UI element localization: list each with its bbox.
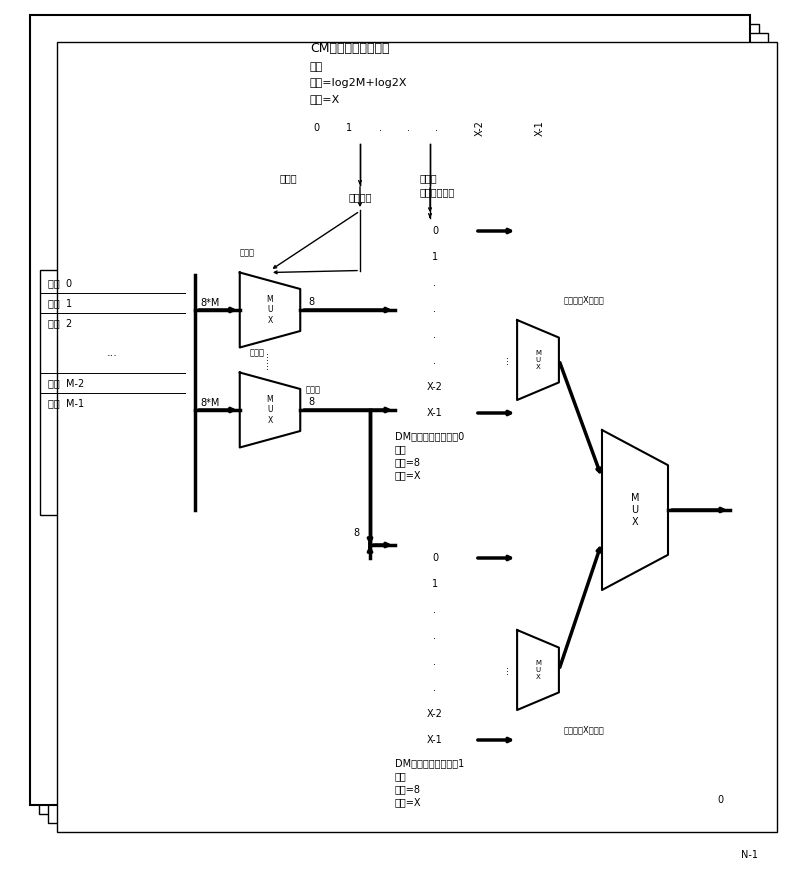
Bar	[395, 374, 475, 400]
Text: .: .	[434, 605, 437, 615]
Text: N-1: N-1	[742, 850, 758, 860]
Text: ...: ...	[107, 348, 118, 358]
Text: .: .	[434, 330, 437, 340]
Text: 0: 0	[314, 123, 319, 133]
Bar	[395, 649, 475, 675]
Text: 0: 0	[432, 553, 438, 563]
Bar	[395, 218, 475, 244]
Bar	[395, 571, 475, 597]
Bar	[300, 112, 333, 144]
Text: 大小: 大小	[310, 62, 323, 72]
Bar	[395, 322, 475, 348]
Bar	[395, 244, 475, 270]
Text: M
U
X: M U X	[630, 494, 639, 527]
Text: 大小: 大小	[395, 444, 406, 454]
Text: 1: 1	[432, 252, 438, 262]
Text: 时隙号: 时隙号	[306, 385, 320, 394]
Text: 选择通道: 选择通道	[348, 192, 372, 203]
Text: 控制写入时刻: 控制写入时刻	[420, 187, 455, 197]
Text: .: .	[434, 657, 437, 667]
Text: ...: ...	[500, 665, 510, 675]
Text: 0: 0	[432, 226, 438, 236]
Text: X-2: X-2	[475, 120, 485, 136]
Bar	[510, 112, 570, 144]
Bar	[40, 270, 185, 515]
Text: X-1: X-1	[427, 408, 443, 418]
Text: X-1: X-1	[427, 735, 443, 745]
Text: 通道  2: 通道 2	[48, 318, 72, 328]
Text: ...: ...	[500, 356, 510, 364]
Text: 通道号: 通道号	[250, 348, 265, 357]
Bar	[395, 348, 475, 374]
Text: 宽度=8: 宽度=8	[395, 457, 421, 467]
Text: 通道  M-1: 通道 M-1	[48, 398, 84, 408]
Text: 深度=X: 深度=X	[395, 470, 422, 480]
Text: 深度=X: 深度=X	[395, 797, 422, 807]
Text: .: .	[406, 123, 410, 133]
Text: 通道  M-2: 通道 M-2	[48, 378, 84, 388]
Text: 深度=X: 深度=X	[310, 94, 340, 104]
Text: 宽度=8: 宽度=8	[395, 784, 421, 794]
Text: 8: 8	[353, 528, 359, 538]
Text: 8: 8	[308, 397, 314, 407]
Text: 顺序输出X个时隙: 顺序输出X个时隙	[564, 295, 605, 304]
Text: M
U
X: M U X	[266, 395, 274, 425]
Bar	[394, 112, 422, 144]
Text: 8*M: 8*M	[200, 398, 219, 408]
Text: DM（数据存储单元）0: DM（数据存储单元）0	[395, 431, 464, 441]
Text: M
U
X: M U X	[535, 350, 541, 370]
Text: 顺序输出X个时隙: 顺序输出X个时隙	[564, 725, 605, 734]
Bar	[422, 112, 450, 144]
Bar	[395, 623, 475, 649]
Bar	[333, 112, 366, 144]
Text: M
U
X: M U X	[535, 660, 541, 680]
Bar	[395, 400, 475, 426]
Text: .: .	[434, 304, 437, 314]
Text: .: .	[378, 123, 382, 133]
Text: 通道  1: 通道 1	[48, 298, 72, 308]
Text: 0: 0	[717, 795, 723, 805]
Bar	[450, 112, 510, 144]
Bar	[395, 727, 475, 753]
Bar	[366, 112, 394, 144]
Text: 8*M: 8*M	[200, 298, 219, 308]
Text: 宽度=log2M+log2X: 宽度=log2M+log2X	[310, 78, 407, 88]
Text: 1: 1	[346, 123, 353, 133]
Text: X-2: X-2	[427, 709, 443, 719]
Text: 通道  0: 通道 0	[48, 278, 72, 288]
Bar	[395, 701, 475, 727]
Bar	[395, 296, 475, 322]
Text: M
U
X: M U X	[266, 295, 274, 325]
Text: 8: 8	[308, 297, 314, 307]
Text: 1: 1	[432, 579, 438, 589]
Text: ......: ......	[260, 351, 270, 369]
Text: DM（数据存储单元）1: DM（数据存储单元）1	[395, 758, 464, 768]
Text: .: .	[434, 278, 437, 288]
Bar	[395, 545, 475, 571]
Text: X-1: X-1	[535, 120, 545, 135]
Bar	[310, 185, 410, 210]
Bar	[395, 270, 475, 296]
Text: .: .	[434, 631, 437, 641]
Text: 大小: 大小	[395, 771, 406, 781]
Bar	[395, 597, 475, 623]
Text: CM（配置存储单元）: CM（配置存储单元）	[310, 42, 390, 55]
Text: 通道号: 通道号	[280, 173, 298, 183]
Text: 时隙号: 时隙号	[420, 173, 438, 183]
Text: .: .	[434, 683, 437, 693]
Text: X-2: X-2	[427, 382, 443, 392]
Text: .: .	[434, 356, 437, 366]
Text: .: .	[434, 123, 438, 133]
Text: 通道号: 通道号	[240, 248, 255, 257]
Bar	[395, 675, 475, 701]
